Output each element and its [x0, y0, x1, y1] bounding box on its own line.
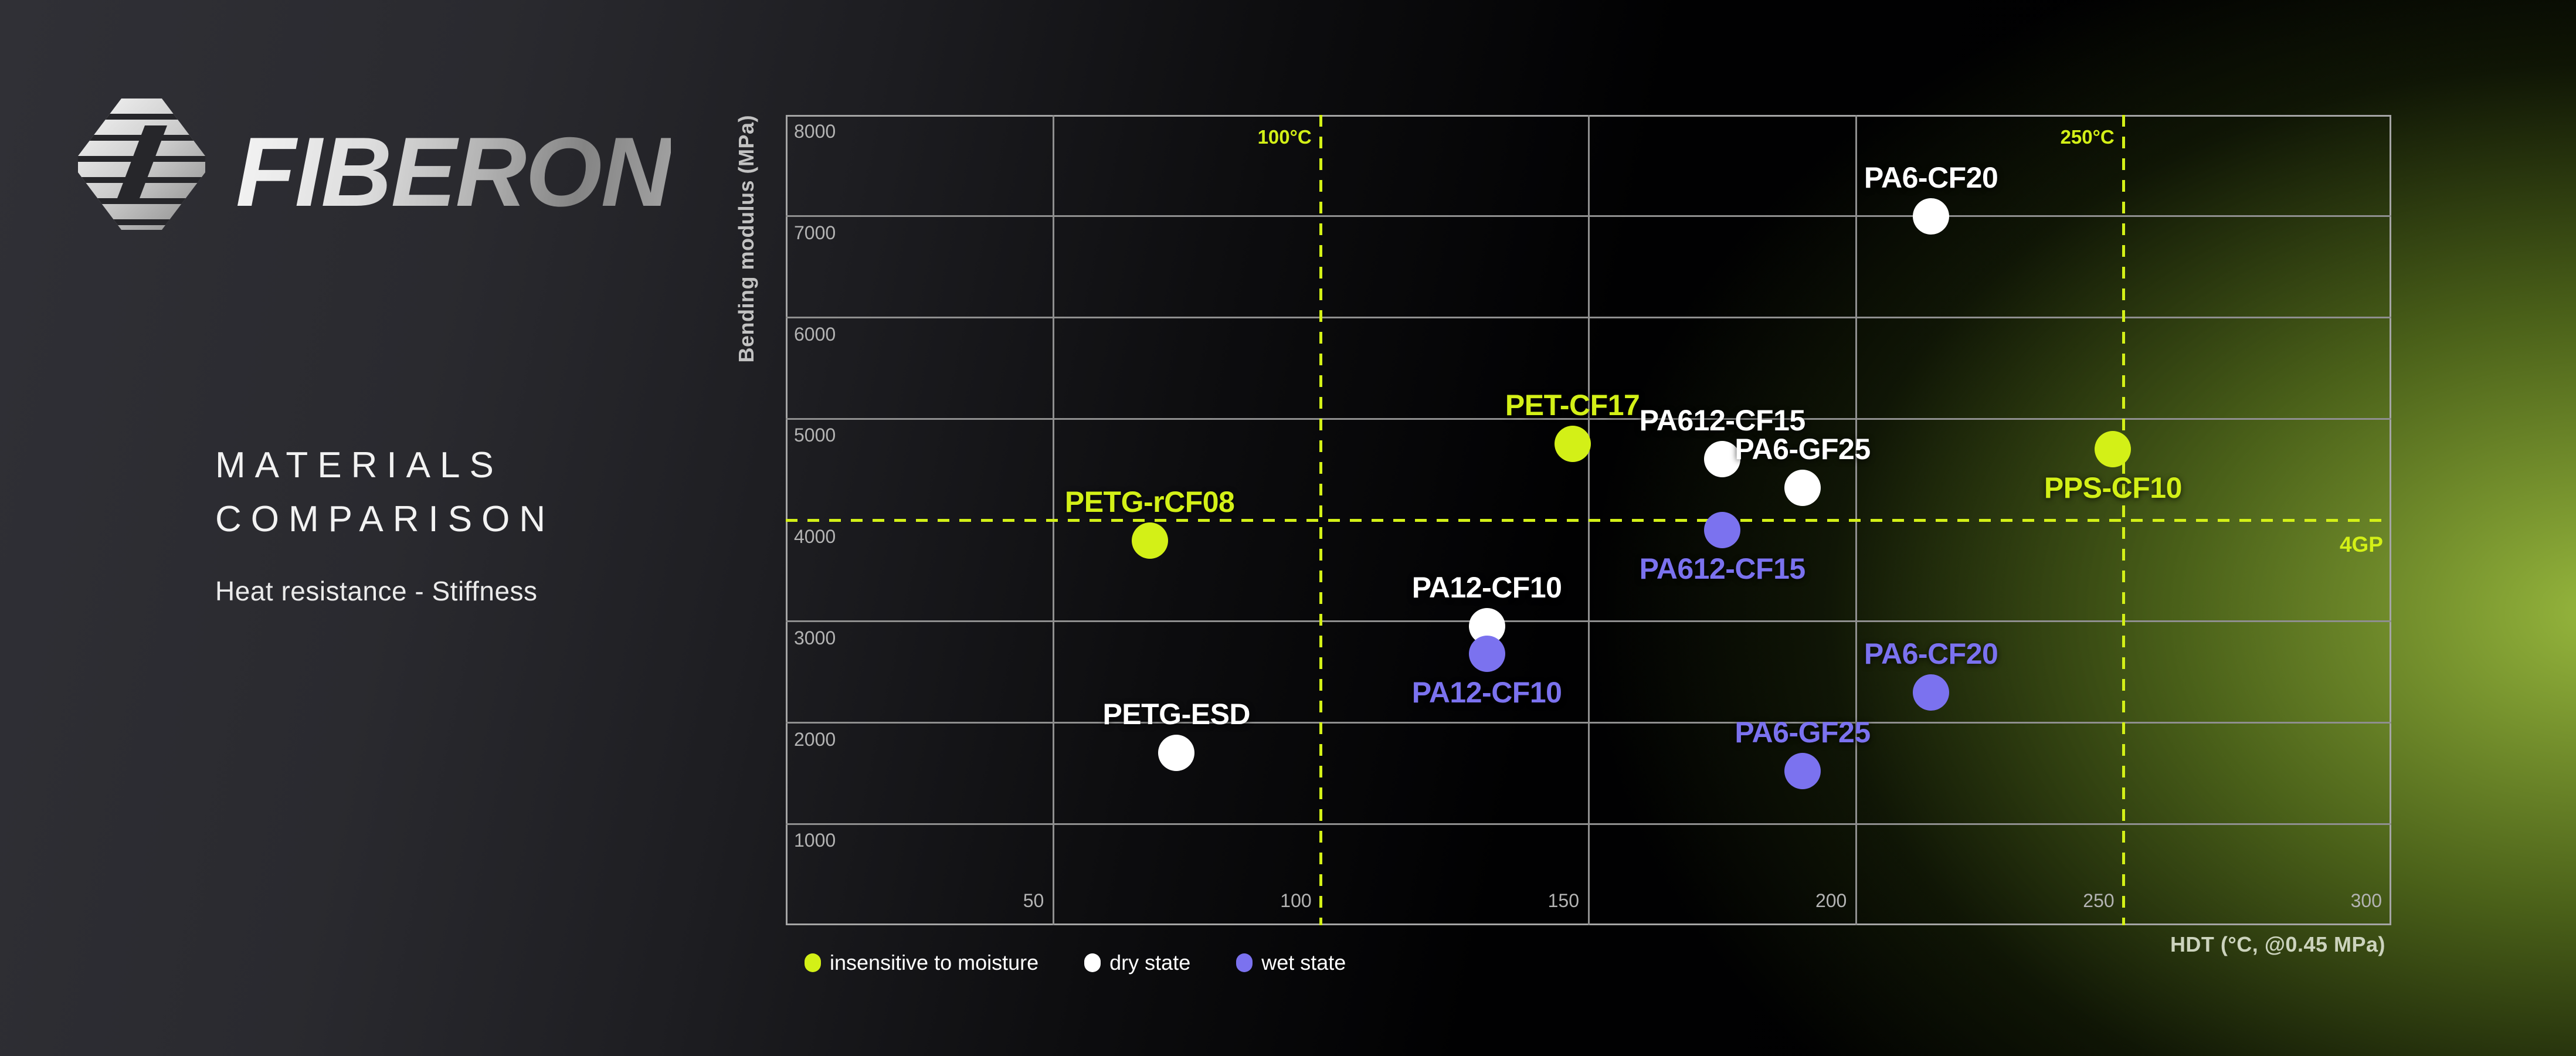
point-dot-PPS-CF10 [2095, 431, 2132, 468]
point-label-PET-CF17: PET-CF17 [1505, 389, 1640, 422]
tick-label-y-6000: 6000 [794, 323, 836, 345]
point-label-PA12-CF10: PA12-CF10 [1411, 571, 1562, 605]
gridline-y-2000 [786, 722, 2391, 724]
point-dot-PETG-rCF08 [1131, 522, 1168, 559]
point-dot-PA612-CF15 [1704, 512, 1741, 549]
fiberon-logo-icon [78, 99, 205, 230]
point-label-PETG-ESD: PETG-ESD [1102, 698, 1251, 731]
point-label-PA612-CF15: PA612-CF15 [1639, 404, 1806, 437]
chart-subtitle: Heat resistance - Stiffness [215, 576, 538, 606]
point-label-PA12-CF10: PA12-CF10 [1411, 676, 1562, 709]
point-dot-PET-CF17 [1554, 426, 1591, 463]
point-dot-PA6-CF20 [1913, 674, 1950, 711]
point-dot-PA6-GF25 [1784, 469, 1821, 506]
gridline-y-5000 [786, 417, 2391, 420]
x-axis-label: HDT (°C, @0.45 MPa) [2170, 932, 2385, 956]
tick-label-x-300: 300 [2350, 890, 2382, 911]
point-label-PPS-CF10: PPS-CF10 [2044, 471, 2182, 505]
legend-dot-icon [1084, 953, 1101, 972]
reference-label-100: 100°C [1257, 126, 1312, 148]
point-dot-PA612-CF15 [1704, 441, 1741, 478]
gridline-y-3000 [786, 620, 2391, 623]
point-dot-PA12-CF10 [1468, 636, 1505, 673]
tick-label-y-8000: 8000 [794, 121, 836, 142]
tick-label-y-1000: 1000 [794, 830, 836, 851]
point-dot-PETG-ESD [1158, 735, 1195, 772]
tick-label-y-7000: 7000 [794, 222, 836, 243]
tick-label-y-3000: 3000 [794, 627, 836, 648]
tick-label-x-50: 50 [1023, 890, 1044, 911]
reference-line-4000 [786, 518, 2391, 522]
y-axis-label: Bending modulus (MPa) [734, 115, 758, 363]
tick-label-y-2000: 2000 [794, 728, 836, 750]
tick-label-x-100: 100 [1280, 890, 1312, 911]
legend-item-0: insensitive to moisture [805, 950, 1038, 976]
point-dot-PA6-GF25 [1784, 753, 1821, 790]
brand-wordmark: FIBERON [236, 117, 672, 227]
tick-label-y-4000: 4000 [794, 526, 836, 547]
tick-label-y-5000: 5000 [794, 425, 836, 446]
tick-label-x-250: 250 [2083, 890, 2115, 911]
gridline-y-6000 [786, 317, 2391, 318]
point-dot-PA6-CF20 [1913, 198, 1950, 235]
reference-label-250: 250°C [2060, 126, 2115, 148]
legend-label: wet state [1261, 950, 1346, 974]
page-title-line1: MATERIALS [215, 445, 503, 485]
reference-label-4000: 4GP [2339, 532, 2383, 556]
point-label-PA612-CF15: PA612-CF15 [1639, 552, 1806, 586]
gridline-y-7000 [786, 215, 2391, 218]
point-label-PA6-GF25: PA6-GF25 [1735, 716, 1871, 749]
legend-label: dry state [1109, 950, 1191, 974]
tick-label-x-150: 150 [1547, 890, 1579, 911]
point-label-PA6-GF25: PA6-GF25 [1735, 432, 1871, 466]
legend-item-2: wet state [1236, 950, 1346, 976]
legend-dot-icon [805, 953, 821, 972]
point-label-PA6-CF20: PA6-CF20 [1864, 161, 1998, 194]
legend-label: insensitive to moisture [830, 950, 1039, 974]
tick-label-x-200: 200 [1815, 890, 1847, 911]
page-title-line2: COMPARISON [215, 499, 555, 539]
chart-legend: insensitive to moisture dry state wet stat… [805, 950, 1346, 976]
legend-dot-icon [1236, 953, 1253, 972]
legend-item-1: dry state [1084, 950, 1190, 976]
gridline-y-1000 [786, 823, 2391, 825]
point-label-PA6-CF20: PA6-CF20 [1864, 637, 1998, 670]
point-label-PETG-rCF08: PETG-rCF08 [1064, 485, 1235, 518]
